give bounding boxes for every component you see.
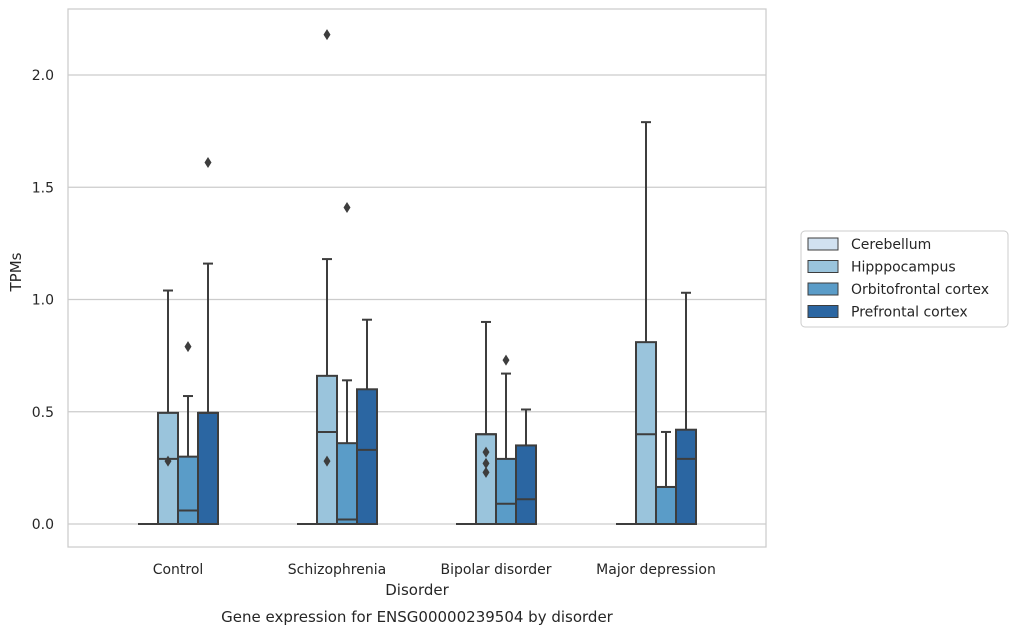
box-hipppocampus-control: [157, 289, 179, 525]
figure-caption: Gene expression for ENSG00000239504 by d…: [221, 608, 614, 626]
box-prefrontal-cortex-bipolar-disorder: [515, 408, 537, 525]
y-tick-labels: 0.0 0.5 1.0 1.5 2.0: [32, 68, 54, 533]
legend-label: Cerebellum: [851, 237, 931, 253]
box-orbitofrontal-cortex-control: [177, 341, 199, 525]
box-iqr: [675, 428, 697, 525]
box-orbitofrontal-cortex-major-depression: [655, 430, 677, 525]
x-tick-label: Control: [153, 562, 204, 578]
legend-label: Hipppocampus: [851, 260, 956, 276]
legend-label: Orbitofrontal cortex: [851, 282, 989, 298]
x-tick-label: Schizophrenia: [288, 562, 386, 578]
y-tick-label: 1.0: [32, 293, 54, 309]
box-iqr: [655, 485, 677, 525]
box-iqr: [157, 411, 179, 525]
outlier-point: [502, 354, 510, 366]
outlier-point: [343, 201, 351, 213]
outlier-point: [323, 29, 331, 41]
box-iqr: [316, 374, 338, 525]
box-iqr: [356, 388, 378, 525]
outlier-point: [482, 446, 490, 458]
outlier-point: [204, 157, 212, 169]
box-prefrontal-cortex-major-depression: [675, 291, 697, 525]
outlier-point: [184, 341, 192, 353]
legend-swatch: [807, 305, 839, 318]
box-prefrontal-cortex-control: [197, 157, 219, 525]
box-hipppocampus-major-depression: [635, 121, 657, 525]
box-iqr: [177, 455, 199, 525]
x-tick-labels: Control Schizophrenia Bipolar disorder Majo…: [153, 562, 716, 578]
y-tick-label: 0.5: [32, 405, 54, 421]
legend-swatch: [807, 237, 839, 251]
outlier-point: [323, 455, 331, 467]
box-orbitofrontal-cortex-bipolar-disorder: [495, 354, 517, 525]
box-iqr: [336, 442, 358, 525]
outlier-point: [482, 457, 490, 469]
box-iqr: [635, 341, 657, 525]
legend-item: Prefrontal cortex: [807, 305, 968, 321]
legend-box: [800, 230, 1009, 328]
box-orbitofrontal-cortex-schizophrenia: [336, 201, 358, 525]
legend-label: Prefrontal cortex: [851, 305, 968, 321]
legend-swatch: [807, 260, 839, 273]
box-iqr: [197, 411, 219, 525]
y-tick-label: 0.0: [32, 517, 54, 533]
plot-frame: [67, 8, 767, 548]
box-hipppocampus-schizophrenia: [316, 29, 338, 525]
x-tick-label: Major depression: [596, 562, 716, 578]
boxes: [138, 29, 697, 526]
legend-item: Hipppocampus: [807, 260, 956, 276]
box-prefrontal-cortex-schizophrenia: [356, 318, 378, 525]
x-tick-label: Bipolar disorder: [440, 562, 551, 578]
box-iqr: [495, 457, 517, 525]
y-tick-label: 2.0: [32, 68, 54, 84]
box-hipppocampus-bipolar-disorder: [475, 320, 497, 526]
x-axis-label: Disorder: [385, 581, 449, 599]
y-axis-label: TPMs: [7, 252, 25, 292]
box-iqr: [515, 444, 537, 525]
legend-item: Orbitofrontal cortex: [807, 282, 989, 298]
outlier-point: [164, 455, 172, 467]
legend-item: Cerebellum: [807, 237, 931, 253]
outlier-point: [482, 466, 490, 478]
y-tick-label: 1.5: [32, 180, 54, 196]
legend: Cerebellum Hipppocampus Orbitofrontal cort…: [800, 230, 1009, 328]
legend-swatch: [807, 282, 839, 296]
